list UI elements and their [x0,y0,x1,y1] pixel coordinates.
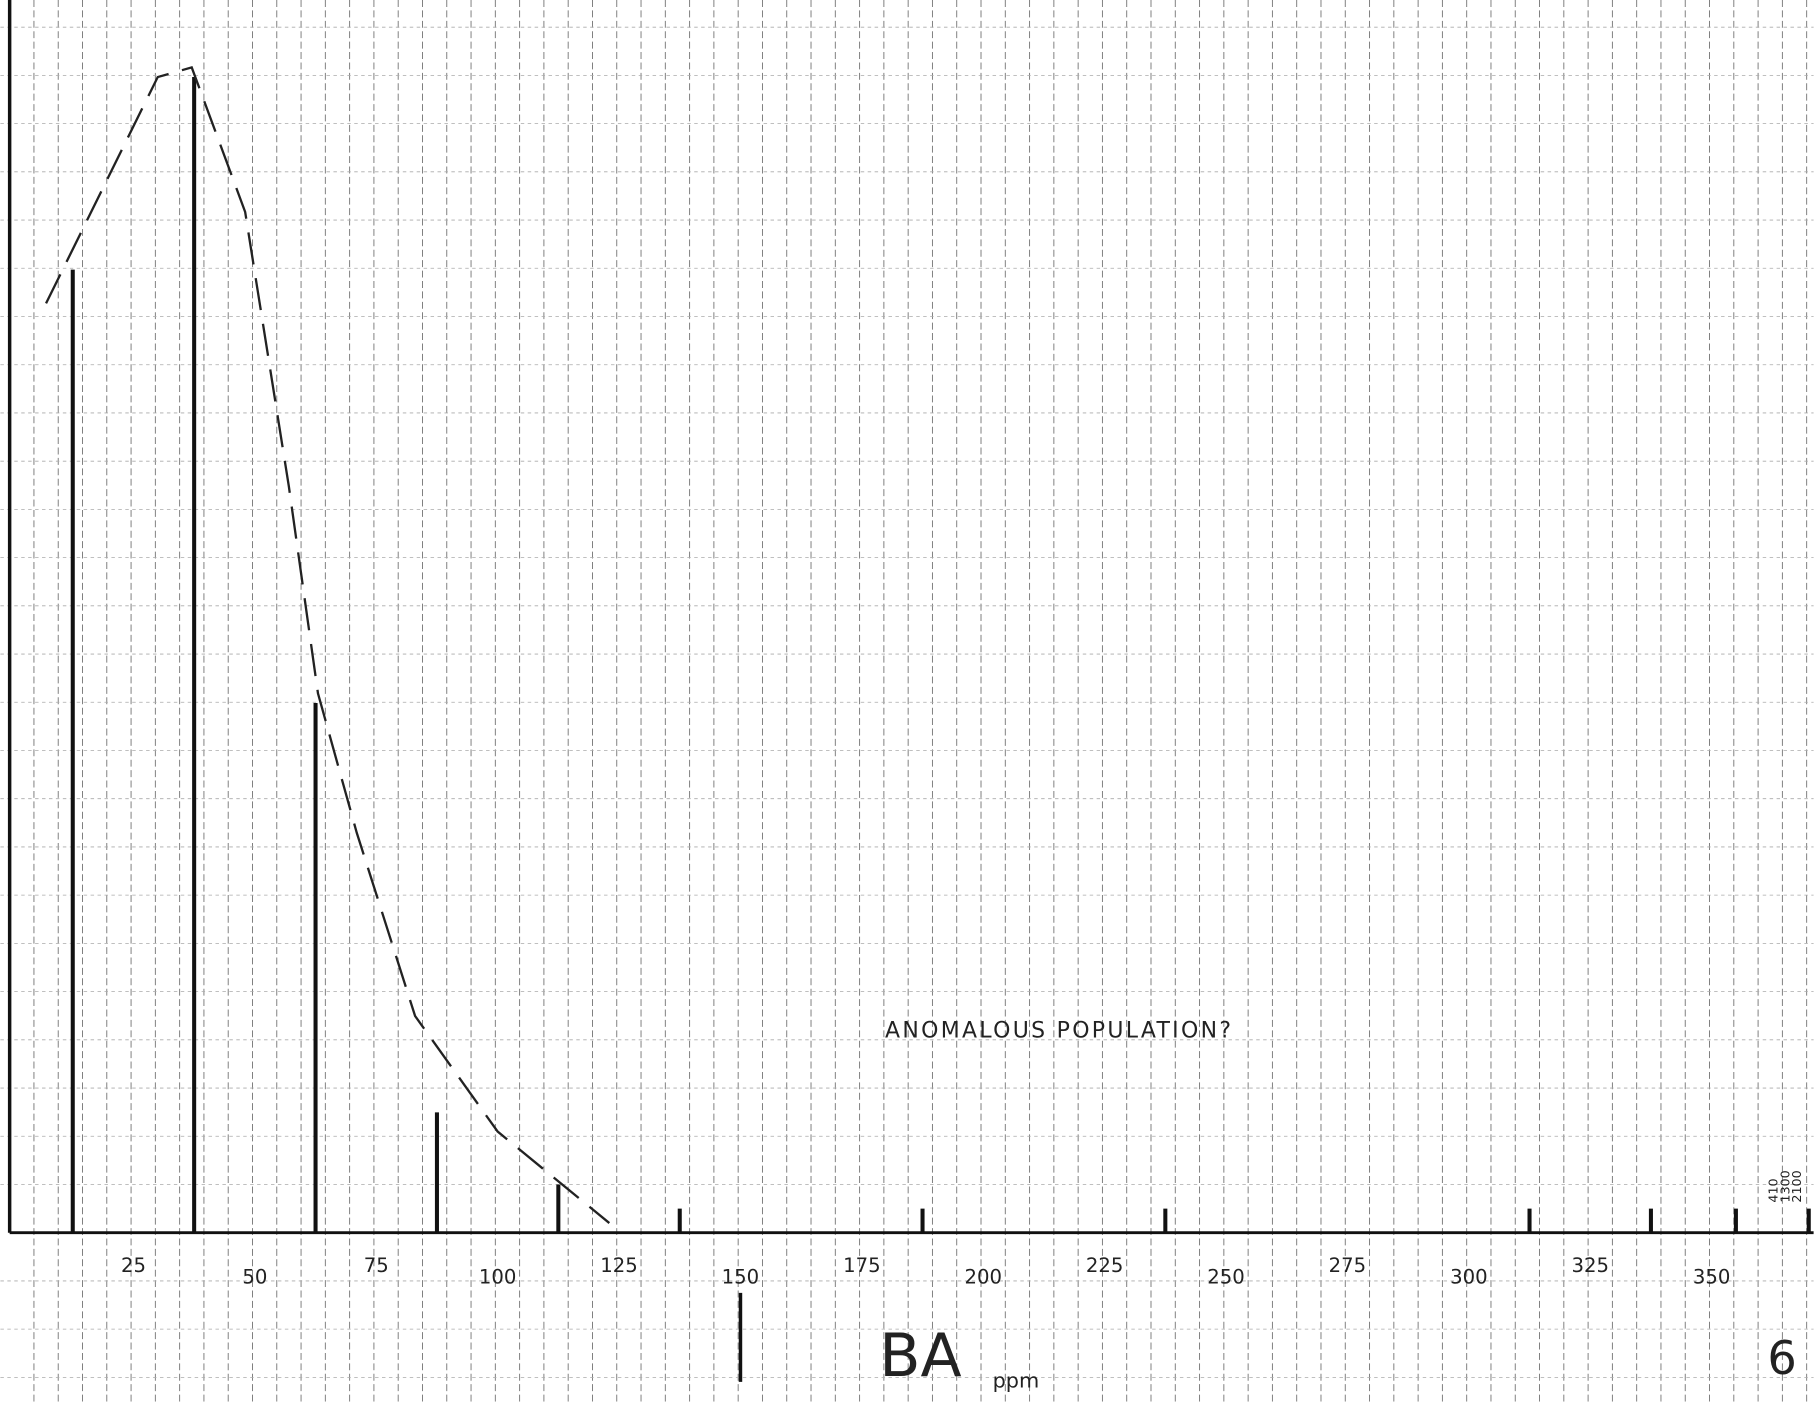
outlier-label: 410 [1766,1178,1781,1202]
x-tick-label: 350 [1693,1266,1731,1289]
x-tick-label: 300 [1450,1266,1488,1289]
x-axis-unit: ppm [993,1369,1040,1393]
x-tick-label: 125 [600,1254,638,1277]
annotation: ANOMALOUS POPULATION? [885,1018,1233,1043]
x-tick-label: 200 [964,1266,1002,1289]
x-tick-label: 275 [1329,1254,1367,1277]
x-tick-label: 250 [1207,1266,1245,1289]
x-tick-label: 150 [722,1266,760,1289]
x-tick-label: 25 [121,1254,146,1277]
x-axis-label: BA [879,1321,961,1391]
x-tick-label: 75 [364,1254,389,1277]
x-tick-label: 50 [242,1266,267,1289]
outlier-label: 2100 [1789,1170,1804,1202]
page-number: 6 [1767,1331,1796,1385]
x-tick-label: 325 [1571,1254,1609,1277]
outlier-label: 1300 [1777,1170,1792,1202]
x-tick-label: 175 [843,1254,881,1277]
x-tick-label: 225 [1086,1254,1124,1277]
fit-curve [45,66,611,1224]
x-tick-label: 100 [479,1266,516,1289]
